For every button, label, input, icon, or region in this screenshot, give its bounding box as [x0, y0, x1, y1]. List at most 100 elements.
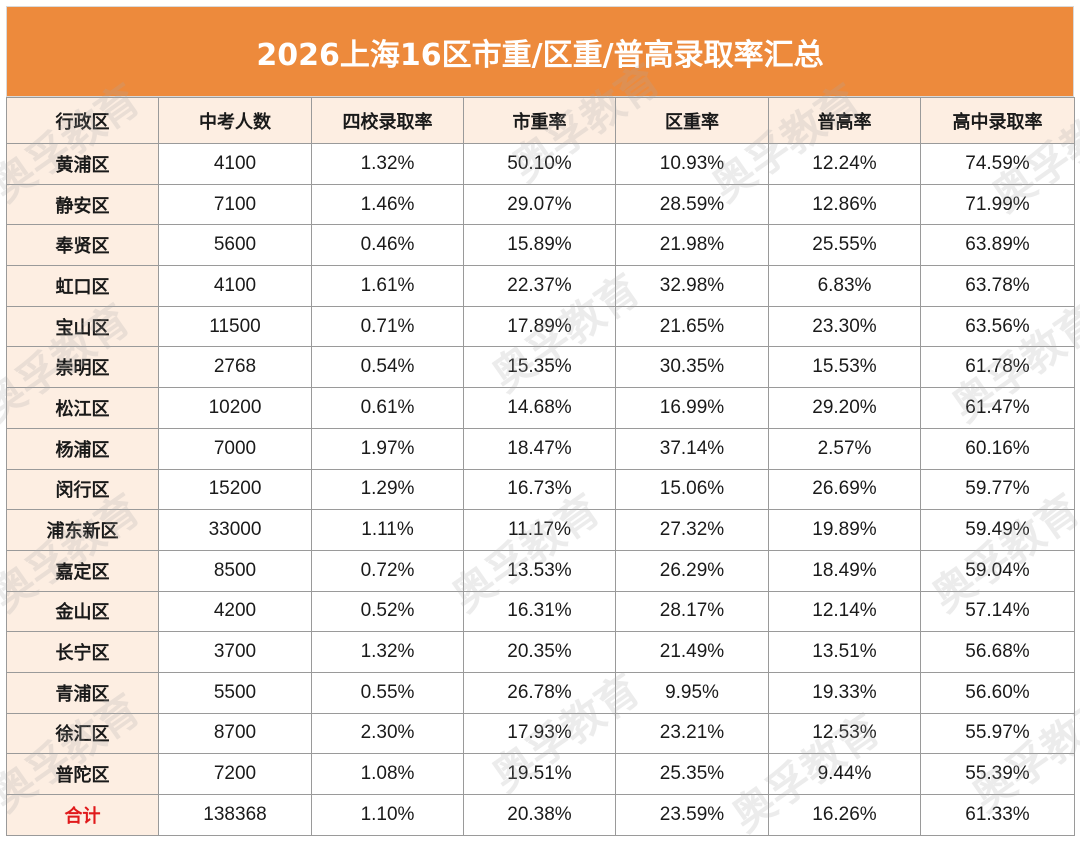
total-city-key-rate: 20.38% [463, 794, 616, 836]
cell-district: 奉贤区 [6, 224, 159, 267]
cell-hs-admission-rate: 55.39% [920, 753, 1075, 795]
cell-district-key-rate: 27.32% [615, 509, 769, 551]
cell-exam-count: 7100 [158, 183, 312, 226]
cell-general-hs-rate: 29.20% [768, 387, 921, 429]
cell-district-key-rate: 28.17% [615, 590, 769, 633]
header-hs-admission-rate: 高中录取率 [920, 97, 1075, 144]
cell-hs-admission-rate: 63.89% [920, 224, 1075, 267]
cell-district-key-rate: 25.35% [615, 753, 769, 795]
cell-city-key-rate: 15.89% [463, 224, 616, 267]
cell-general-hs-rate: 13.51% [768, 631, 921, 673]
cell-district-key-rate: 37.14% [615, 427, 769, 470]
cell-exam-count: 8700 [158, 712, 312, 755]
cell-city-key-rate: 16.73% [463, 468, 616, 511]
cell-four-school-rate: 0.71% [311, 305, 464, 348]
cell-four-school-rate: 0.46% [311, 224, 464, 267]
cell-four-school-rate: 0.54% [311, 346, 464, 389]
cell-general-hs-rate: 2.57% [768, 427, 921, 470]
cell-hs-admission-rate: 56.60% [920, 671, 1075, 714]
header-general-hs-rate: 普高率 [768, 97, 921, 144]
page-title: 2026上海16区市重/区重/普高录取率汇总 [6, 6, 1074, 97]
admission-rate-table: 行政区 中考人数 四校录取率 市重率 区重率 普高率 高中录取率 黄浦区 4100… [6, 97, 1075, 836]
cell-four-school-rate: 0.72% [311, 549, 464, 592]
cell-city-key-rate: 18.47% [463, 427, 616, 470]
cell-exam-count: 33000 [158, 509, 312, 551]
cell-district: 崇明区 [6, 346, 159, 389]
cell-district: 杨浦区 [6, 427, 159, 470]
cell-hs-admission-rate: 63.56% [920, 305, 1075, 348]
table-row: 宝山区 11500 0.71% 17.89% 21.65% 23.30% 63.56% [6, 305, 1075, 348]
cell-general-hs-rate: 19.33% [768, 671, 921, 714]
cell-hs-admission-rate: 56.68% [920, 631, 1075, 673]
table-row: 松江区 10200 0.61% 14.68% 16.99% 29.20% 61.47% [6, 387, 1075, 429]
cell-city-key-rate: 13.53% [463, 549, 616, 592]
cell-exam-count: 3700 [158, 631, 312, 673]
cell-exam-count: 4100 [158, 265, 312, 307]
table-row: 青浦区 5500 0.55% 26.78% 9.95% 19.33% 56.60% [6, 671, 1075, 714]
table-row: 杨浦区 7000 1.97% 18.47% 37.14% 2.57% 60.16% [6, 427, 1075, 470]
cell-four-school-rate: 0.52% [311, 590, 464, 633]
cell-district: 青浦区 [6, 671, 159, 714]
table-row: 普陀区 7200 1.08% 19.51% 25.35% 9.44% 55.39% [6, 753, 1075, 795]
cell-district-key-rate: 21.49% [615, 631, 769, 673]
cell-general-hs-rate: 19.89% [768, 509, 921, 551]
cell-district: 松江区 [6, 387, 159, 429]
cell-four-school-rate: 1.32% [311, 143, 464, 185]
total-general-hs-rate: 16.26% [768, 794, 921, 836]
table-row: 闵行区 15200 1.29% 16.73% 15.06% 26.69% 59.77% [6, 468, 1075, 511]
cell-district-key-rate: 32.98% [615, 265, 769, 307]
cell-district: 静安区 [6, 183, 159, 226]
table-row: 奉贤区 5600 0.46% 15.89% 21.98% 25.55% 63.89% [6, 224, 1075, 267]
cell-exam-count: 8500 [158, 549, 312, 592]
total-label: 合计 [6, 794, 159, 836]
cell-city-key-rate: 17.93% [463, 712, 616, 755]
cell-four-school-rate: 0.61% [311, 387, 464, 429]
cell-hs-admission-rate: 57.14% [920, 590, 1075, 633]
cell-city-key-rate: 11.17% [463, 509, 616, 551]
cell-hs-admission-rate: 55.97% [920, 712, 1075, 755]
total-row: 合计 138368 1.10% 20.38% 23.59% 16.26% 61.33% [6, 794, 1075, 836]
cell-district-key-rate: 26.29% [615, 549, 769, 592]
cell-general-hs-rate: 12.86% [768, 183, 921, 226]
header-district-key-rate: 区重率 [615, 97, 769, 144]
cell-exam-count: 7000 [158, 427, 312, 470]
cell-city-key-rate: 29.07% [463, 183, 616, 226]
cell-exam-count: 5600 [158, 224, 312, 267]
total-four-school-rate: 1.10% [311, 794, 464, 836]
cell-district-key-rate: 21.65% [615, 305, 769, 348]
header-exam-count: 中考人数 [158, 97, 312, 144]
cell-district-key-rate: 9.95% [615, 671, 769, 714]
cell-four-school-rate: 1.29% [311, 468, 464, 511]
cell-city-key-rate: 16.31% [463, 590, 616, 633]
cell-hs-admission-rate: 63.78% [920, 265, 1075, 307]
cell-district: 徐汇区 [6, 712, 159, 755]
cell-four-school-rate: 1.46% [311, 183, 464, 226]
header-four-school-rate: 四校录取率 [311, 97, 464, 144]
table-row: 虹口区 4100 1.61% 22.37% 32.98% 6.83% 63.78% [6, 265, 1075, 307]
total-district-key-rate: 23.59% [615, 794, 769, 836]
cell-district-key-rate: 23.21% [615, 712, 769, 755]
header-city-key-rate: 市重率 [463, 97, 616, 144]
cell-general-hs-rate: 9.44% [768, 753, 921, 795]
cell-hs-admission-rate: 61.78% [920, 346, 1075, 389]
cell-district-key-rate: 16.99% [615, 387, 769, 429]
cell-hs-admission-rate: 74.59% [920, 143, 1075, 185]
table-row: 浦东新区 33000 1.11% 11.17% 27.32% 19.89% 59.49% [6, 509, 1075, 551]
cell-four-school-rate: 0.55% [311, 671, 464, 714]
cell-district: 金山区 [6, 590, 159, 633]
table-row: 徐汇区 8700 2.30% 17.93% 23.21% 12.53% 55.97% [6, 712, 1075, 755]
cell-exam-count: 5500 [158, 671, 312, 714]
cell-city-key-rate: 26.78% [463, 671, 616, 714]
cell-four-school-rate: 1.11% [311, 509, 464, 551]
cell-exam-count: 11500 [158, 305, 312, 348]
cell-general-hs-rate: 15.53% [768, 346, 921, 389]
cell-district-key-rate: 15.06% [615, 468, 769, 511]
cell-general-hs-rate: 12.53% [768, 712, 921, 755]
cell-hs-admission-rate: 59.04% [920, 549, 1075, 592]
cell-four-school-rate: 1.32% [311, 631, 464, 673]
cell-hs-admission-rate: 61.47% [920, 387, 1075, 429]
cell-district: 普陀区 [6, 753, 159, 795]
total-exam-count: 138368 [158, 794, 312, 836]
cell-exam-count: 10200 [158, 387, 312, 429]
